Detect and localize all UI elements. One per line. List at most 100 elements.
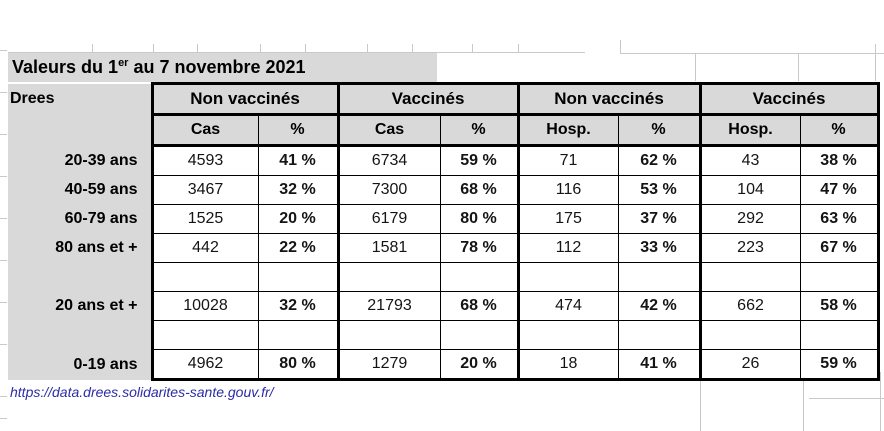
value-cell[interactable]	[516, 320, 619, 350]
row-label[interactable]: 60-79 ans	[8, 204, 152, 234]
column-header-hosp[interactable]: Hosp.	[698, 114, 801, 147]
value-cell[interactable]	[150, 320, 259, 350]
pct-cell[interactable]	[799, 320, 880, 350]
value-cell[interactable]: 4593	[150, 145, 259, 176]
value-cell[interactable]: 116	[516, 175, 619, 205]
pct-cell[interactable]: 32 %	[257, 291, 339, 321]
pct-cell[interactable]: 59 %	[439, 145, 519, 176]
pct-cell[interactable]	[439, 262, 519, 292]
gridline-v	[695, 53, 696, 81]
pct-cell[interactable]: 80 %	[257, 349, 339, 381]
row-label[interactable]: 20-39 ans	[8, 145, 152, 176]
value-cell[interactable]: 442	[150, 233, 259, 263]
value-cell[interactable]: 26	[698, 349, 801, 381]
pct-cell[interactable]: 68 %	[439, 291, 519, 321]
pct-cell[interactable]	[257, 262, 339, 292]
column-header-pct[interactable]: %	[439, 114, 519, 147]
group-header-non-vaccines-cas[interactable]: Non vaccinés	[150, 82, 340, 116]
gridline-h	[809, 398, 884, 399]
value-cell[interactable]: 3467	[150, 175, 259, 205]
value-cell[interactable]: 6734	[336, 145, 441, 176]
value-cell[interactable]: 175	[516, 204, 619, 234]
value-cell[interactable]	[336, 320, 441, 350]
value-cell[interactable]	[516, 262, 619, 292]
pct-cell[interactable]: 59 %	[799, 349, 880, 381]
pct-cell[interactable]: 32 %	[257, 175, 339, 205]
row-label[interactable]	[8, 262, 152, 292]
pct-cell[interactable]: 58 %	[799, 291, 880, 321]
value-cell[interactable]	[336, 262, 441, 292]
pct-cell[interactable]	[617, 320, 701, 350]
row-label[interactable]: 80 ans et +	[8, 233, 152, 263]
gridline-tick	[367, 44, 368, 53]
value-cell[interactable]: 1525	[150, 204, 259, 234]
column-header-cas[interactable]: Cas	[336, 114, 441, 147]
gridline-tick	[153, 44, 154, 53]
value-cell[interactable]: 43	[698, 145, 801, 176]
value-cell[interactable]: 6179	[336, 204, 441, 234]
pct-cell[interactable]: 38 %	[799, 145, 880, 176]
pct-cell[interactable]: 22 %	[257, 233, 339, 263]
gridline-tick	[92, 44, 93, 53]
row-tick	[0, 418, 7, 419]
row-tick	[0, 344, 7, 345]
row-label[interactable]: 40-59 ans	[8, 175, 152, 205]
pct-cell[interactable]: 47 %	[799, 175, 880, 205]
pct-cell[interactable]: 62 %	[617, 145, 701, 176]
pct-cell[interactable]: 63 %	[799, 204, 880, 234]
pct-cell[interactable]	[799, 262, 880, 292]
pct-cell[interactable]: 41 %	[257, 145, 339, 176]
value-cell[interactable]: 7300	[336, 175, 441, 205]
value-cell[interactable]: 4962	[150, 349, 259, 381]
pct-cell[interactable]: 20 %	[257, 204, 339, 234]
pct-cell[interactable]: 33 %	[617, 233, 701, 263]
value-cell[interactable]: 21793	[336, 291, 441, 321]
group-header-non-vaccines-hosp[interactable]: Non vaccinés	[516, 82, 702, 116]
row-label[interactable]	[8, 320, 152, 350]
source-link[interactable]: https://data.drees.solidarites-sante.gou…	[10, 384, 274, 400]
pct-cell[interactable]: 53 %	[617, 175, 701, 205]
value-cell[interactable]: 104	[698, 175, 801, 205]
table-row-80-plus: 80 ans et + 442 22 % 1581 78 % 112 33 % …	[8, 233, 880, 263]
column-header-pct[interactable]: %	[257, 114, 339, 147]
row-label[interactable]: 0-19 ans	[8, 349, 152, 380]
column-header-pct[interactable]: %	[799, 114, 880, 147]
value-cell[interactable]	[698, 320, 801, 350]
group-header-vaccines-cas[interactable]: Vaccinés	[336, 82, 520, 116]
gridline-tick	[620, 40, 621, 53]
pct-cell[interactable]: 42 %	[617, 291, 701, 321]
column-header-cas[interactable]: Cas	[150, 114, 259, 147]
pct-cell[interactable]: 67 %	[799, 233, 880, 263]
table-title-cell[interactable]: Valeurs du 1er au 7 novembre 2021	[8, 53, 437, 82]
pct-cell[interactable]: 68 %	[439, 175, 519, 205]
pct-cell[interactable]: 80 %	[439, 204, 519, 234]
gridline-tick	[518, 44, 519, 53]
pct-cell[interactable]: 37 %	[617, 204, 701, 234]
value-cell[interactable]: 474	[516, 291, 619, 321]
pct-cell[interactable]: 78 %	[439, 233, 519, 263]
value-cell[interactable]: 223	[698, 233, 801, 263]
gridline-tick	[260, 44, 261, 53]
column-header-pct[interactable]: %	[617, 114, 701, 147]
value-cell[interactable]	[150, 262, 259, 292]
column-header-hosp[interactable]: Hosp.	[516, 114, 619, 147]
value-cell[interactable]: 71	[516, 145, 619, 176]
value-cell[interactable]: 662	[698, 291, 801, 321]
value-cell[interactable]: 292	[698, 204, 801, 234]
pct-cell[interactable]	[257, 320, 339, 350]
row-label[interactable]: 20 ans et +	[8, 291, 152, 321]
value-cell[interactable]: 10028	[150, 291, 259, 321]
value-cell[interactable]: 1581	[336, 233, 441, 263]
table-title-text: Valeurs du 1	[12, 57, 119, 77]
table-row-60-79: 60-79 ans 1525 20 % 6179 80 % 175 37 % 2…	[8, 204, 880, 234]
value-cell[interactable]: 1279	[336, 349, 441, 381]
group-header-vaccines-hosp[interactable]: Vaccinés	[698, 82, 880, 116]
pct-cell[interactable]	[439, 320, 519, 350]
pct-cell[interactable]: 41 %	[617, 349, 701, 381]
value-cell[interactable]: 112	[516, 233, 619, 263]
drees-label-cell[interactable]: Drees	[8, 83, 152, 115]
pct-cell[interactable]: 20 %	[439, 349, 519, 381]
pct-cell[interactable]	[617, 262, 701, 292]
value-cell[interactable]: 18	[516, 349, 619, 381]
value-cell[interactable]	[698, 262, 801, 292]
